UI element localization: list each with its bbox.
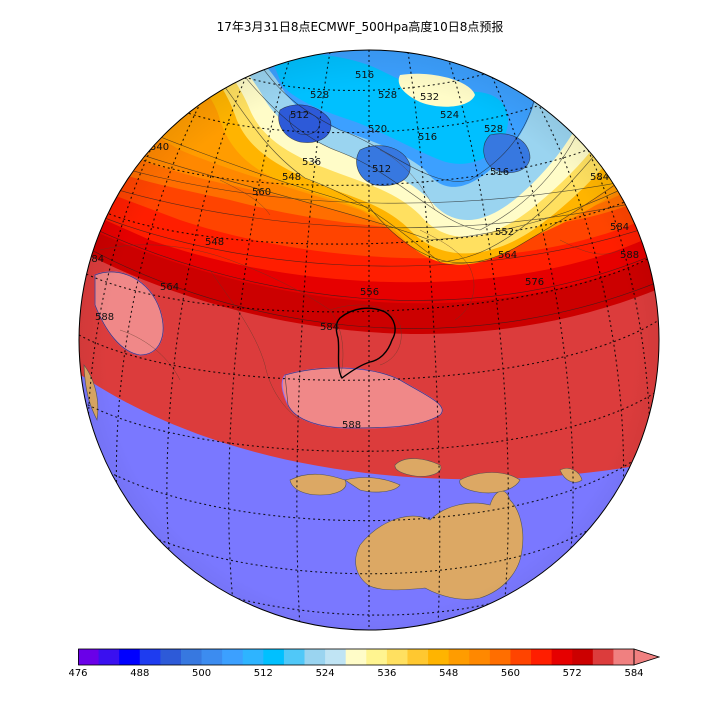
colorbar-swatch — [510, 649, 532, 665]
colorbar-swatch — [304, 649, 326, 665]
globe-shading — [79, 50, 659, 630]
colorbar-tick-label: 572 — [562, 668, 582, 679]
colorbar-swatch — [592, 649, 614, 665]
globe-body: 540 516 528 512 528 532 524 520 516 536 … — [79, 44, 659, 630]
map-title: 17年3月31日8点ECMWF_500Hpa高度10日8点预报 — [216, 20, 504, 34]
colorbar-swatch — [160, 649, 182, 665]
colorbar-swatch — [386, 649, 408, 665]
colorbar-swatch — [469, 649, 491, 665]
colorbar-swatch — [428, 649, 450, 665]
colorbar-extend-arrow — [633, 648, 661, 666]
colorbar-tick-label: 500 — [192, 668, 212, 679]
colorbar-swatch — [366, 649, 388, 665]
colorbar-swatch — [222, 649, 244, 665]
colorbar-swatch — [283, 649, 306, 665]
contour-label: 540 — [258, 44, 277, 55]
colorbar-tick-label: 548 — [439, 668, 459, 679]
colorbar-swatch — [98, 649, 120, 665]
colorbar-outline — [78, 648, 635, 666]
colorbar-tick-label: 560 — [500, 668, 520, 679]
colorbar-swatch — [180, 649, 203, 665]
colorbar-swatch — [242, 649, 264, 665]
colorbar-swatch — [531, 649, 553, 665]
colorbar-swatch — [551, 649, 573, 665]
colorbar-swatch — [325, 649, 347, 665]
colorbar-tick-label: 488 — [130, 668, 150, 679]
colorbar: 476 488 500 512 524 536 548 560 572 584 — [68, 648, 661, 679]
colorbar-swatch — [572, 649, 594, 665]
colorbar-swatch — [448, 649, 470, 665]
colorbar-tick-label: 536 — [377, 668, 397, 679]
colorbar-tick-label: 476 — [68, 668, 88, 679]
colorbar-swatch — [119, 649, 141, 665]
colorbar-swatch — [201, 649, 223, 665]
colorbar-swatch — [407, 649, 429, 665]
colorbar-swatch — [345, 649, 367, 665]
colorbar-tick-label: 584 — [624, 668, 644, 679]
colorbar-swatch — [263, 649, 285, 665]
colorbar-swatch — [613, 649, 635, 665]
colorbar-strip — [78, 648, 661, 666]
colorbar-tick-label: 524 — [315, 668, 335, 679]
colorbar-tick-label: 512 — [253, 668, 273, 679]
colorbar-swatch — [78, 649, 100, 665]
colorbar-swatch — [489, 649, 511, 665]
colorbar-swatch — [139, 649, 161, 665]
globe-limb — [78, 49, 660, 631]
